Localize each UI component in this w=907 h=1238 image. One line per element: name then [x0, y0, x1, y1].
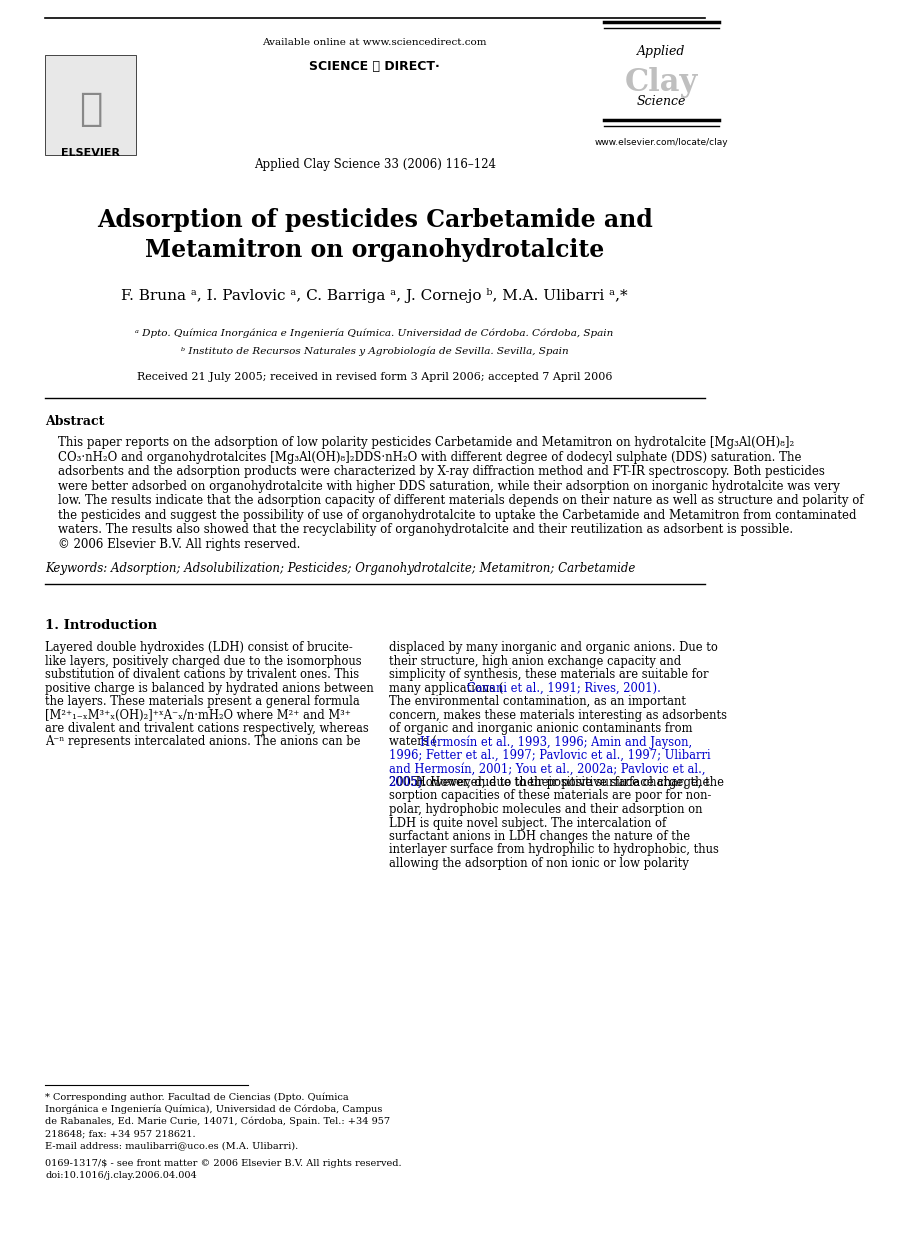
Text: The environmental contamination, as an important: The environmental contamination, as an i… — [389, 695, 686, 708]
Text: ᵃ Dpto. Química Inorgánica e Ingeniería Química. Universidad de Córdoba. Córdoba: ᵃ Dpto. Química Inorgánica e Ingeniería … — [135, 328, 614, 338]
Text: Received 21 July 2005; received in revised form 3 April 2006; accepted 7 April 2: Received 21 July 2005; received in revis… — [137, 371, 612, 383]
Text: 1. Introduction: 1. Introduction — [45, 619, 158, 633]
Text: interlayer surface from hydrophilic to hydrophobic, thus: interlayer surface from hydrophilic to h… — [389, 843, 718, 857]
Text: CO₃·nH₂O and organohydrotalcites [Mg₃Al(OH)₈]₂DDS·nH₂O with different degree of : CO₃·nH₂O and organohydrotalcites [Mg₃Al(… — [58, 451, 802, 463]
Text: allowing the adsorption of non ionic or low polarity: allowing the adsorption of non ionic or … — [389, 857, 688, 870]
Text: ᵇ Instituto de Recursos Naturales y Agrobiología de Sevilla. Sevilla, Spain: ᵇ Instituto de Recursos Naturales y Agro… — [180, 345, 569, 355]
Text: Inorgánica e Ingeniería Química), Universidad de Córdoba, Campus: Inorgánica e Ingeniería Química), Univer… — [45, 1106, 383, 1114]
Text: the layers. These materials present a general formula: the layers. These materials present a ge… — [45, 695, 360, 708]
Text: polar, hydrophobic molecules and their adsorption on: polar, hydrophobic molecules and their a… — [389, 803, 702, 816]
Text: Keywords: Adsorption; Adsolubilization; Pesticides; Organohydrotalcite; Metamitr: Keywords: Adsorption; Adsolubilization; … — [45, 562, 636, 574]
Text: 218648; fax: +34 957 218621.: 218648; fax: +34 957 218621. — [45, 1129, 196, 1138]
Text: simplicity of synthesis, these materials are suitable for: simplicity of synthesis, these materials… — [389, 669, 708, 681]
Text: positive charge is balanced by hydrated anions between: positive charge is balanced by hydrated … — [45, 681, 375, 695]
Text: Applied: Applied — [638, 45, 686, 58]
Text: [M²⁺₁₋ₓM³⁺ₓ(OH)₂]⁺ˣA⁻ₓ/n·mH₂O where M²⁺ and M³⁺: [M²⁺₁₋ₓM³⁺ₓ(OH)₂]⁺ˣA⁻ₓ/n·mH₂O where M²⁺ … — [45, 708, 351, 722]
Text: * Corresponding author. Facultad de Ciencias (Dpto. Química: * Corresponding author. Facultad de Cien… — [45, 1093, 349, 1103]
Text: of organic and inorganic anionic contaminants from: of organic and inorganic anionic contami… — [389, 722, 692, 735]
Text: LDH is quite novel subject. The intercalation of: LDH is quite novel subject. The intercal… — [389, 817, 666, 829]
Text: 2005). However, due to their positive surface charge, the: 2005). However, due to their positive su… — [389, 776, 724, 789]
Text: 1996; Fetter et al., 1997; Pavlovic et al., 1997; Ulibarri: 1996; Fetter et al., 1997; Pavlovic et a… — [389, 749, 710, 763]
Text: sorption capacities of these materials are poor for non-: sorption capacities of these materials a… — [389, 790, 711, 802]
Text: www.elsevier.com/locate/clay: www.elsevier.com/locate/clay — [595, 137, 728, 147]
Text: E-mail address: maulibarri@uco.es (M.A. Ulibarri).: E-mail address: maulibarri@uco.es (M.A. … — [45, 1141, 298, 1150]
Text: F. Bruna ᵃ, I. Pavlovic ᵃ, C. Barriga ᵃ, J. Cornejo ᵇ, M.A. Ulibarri ᵃ,*: F. Bruna ᵃ, I. Pavlovic ᵃ, C. Barriga ᵃ,… — [122, 288, 628, 303]
Text: However, due to their positive surface charge, the: However, due to their positive surface c… — [412, 776, 709, 789]
Text: Available online at www.sciencedirect.com: Available online at www.sciencedirect.co… — [262, 38, 487, 47]
Text: Metamitron on organohydrotalcite: Metamitron on organohydrotalcite — [145, 238, 604, 262]
Text: Cavani et al., 1991; Rives, 2001).: Cavani et al., 1991; Rives, 2001). — [467, 681, 661, 695]
Text: adsorbents and the adsorption products were characterized by X-ray diffraction m: adsorbents and the adsorption products w… — [58, 465, 824, 478]
Text: waters. The results also showed that the recyclability of organohydrotalcite and: waters. The results also showed that the… — [58, 522, 793, 536]
Text: Science: Science — [637, 95, 687, 108]
Text: Layered double hydroxides (LDH) consist of brucite-: Layered double hydroxides (LDH) consist … — [45, 641, 353, 654]
Text: the pesticides and suggest the possibility of use of organohydrotalcite to uptak: the pesticides and suggest the possibili… — [58, 509, 856, 521]
Text: ELSEVIER: ELSEVIER — [62, 149, 121, 158]
Text: were better adsorbed on organohydrotalcite with higher DDS saturation, while the: were better adsorbed on organohydrotalci… — [58, 479, 840, 493]
Text: doi:10.1016/j.clay.2006.04.004: doi:10.1016/j.clay.2006.04.004 — [45, 1171, 197, 1180]
Text: surfactant anions in LDH changes the nature of the: surfactant anions in LDH changes the nat… — [389, 829, 690, 843]
Text: Abstract: Abstract — [45, 415, 105, 428]
Text: 0169-1317/$ - see front matter © 2006 Elsevier B.V. All rights reserved.: 0169-1317/$ - see front matter © 2006 El… — [45, 1159, 402, 1167]
Text: like layers, positively charged due to the isomorphous: like layers, positively charged due to t… — [45, 655, 362, 667]
Text: Adsorption of pesticides Carbetamide and: Adsorption of pesticides Carbetamide and — [97, 208, 652, 232]
Text: Clay: Clay — [625, 67, 698, 98]
Text: This paper reports on the adsorption of low polarity pesticides Carbetamide and : This paper reports on the adsorption of … — [58, 436, 795, 449]
Text: concern, makes these materials interesting as adsorbents: concern, makes these materials interesti… — [389, 708, 727, 722]
Text: Hermosín et al., 1993, 1996; Amin and Jayson,: Hermosín et al., 1993, 1996; Amin and Ja… — [420, 735, 692, 749]
Text: 2005).: 2005). — [389, 776, 426, 789]
Text: their structure, high anion exchange capacity and: their structure, high anion exchange cap… — [389, 655, 681, 667]
Text: waters (: waters ( — [389, 735, 436, 749]
Text: substitution of divalent cations by trivalent ones. This: substitution of divalent cations by triv… — [45, 669, 359, 681]
Text: are divalent and trivalent cations respectively, whereas: are divalent and trivalent cations respe… — [45, 722, 369, 735]
Text: displaced by many inorganic and organic anions. Due to: displaced by many inorganic and organic … — [389, 641, 717, 654]
Text: low. The results indicate that the adsorption capacity of different materials de: low. The results indicate that the adsor… — [58, 494, 863, 508]
Text: de Rabanales, Ed. Marie Curie, 14071, Córdoba, Spain. Tel.: +34 957: de Rabanales, Ed. Marie Curie, 14071, Có… — [45, 1117, 391, 1127]
Text: 🌳: 🌳 — [79, 90, 102, 128]
Text: © 2006 Elsevier B.V. All rights reserved.: © 2006 Elsevier B.V. All rights reserved… — [58, 537, 300, 551]
Text: many applications (: many applications ( — [389, 681, 502, 695]
FancyBboxPatch shape — [45, 54, 136, 155]
Text: A⁻ⁿ represents intercalated anions. The anions can be: A⁻ⁿ represents intercalated anions. The … — [45, 735, 361, 749]
Text: Applied Clay Science 33 (2006) 116–124: Applied Clay Science 33 (2006) 116–124 — [254, 158, 495, 171]
Text: SCIENCE ⓓ DIRECT·: SCIENCE ⓓ DIRECT· — [309, 59, 440, 73]
Text: and Hermosín, 2001; You et al., 2002a; Pavlovic et al.,: and Hermosín, 2001; You et al., 2002a; P… — [389, 763, 705, 775]
